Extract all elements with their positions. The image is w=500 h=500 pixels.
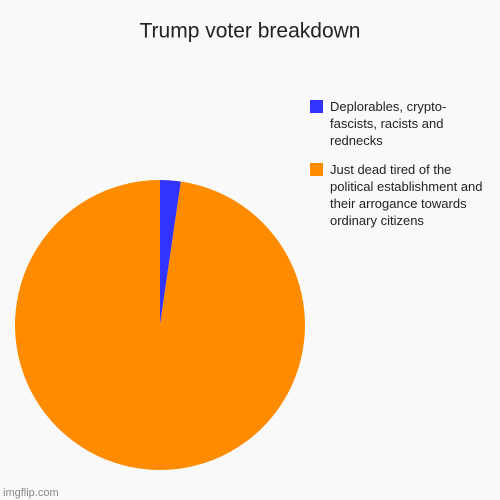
legend-item: Just dead tired of the political establi…: [310, 161, 492, 229]
watermark: imgflip.com: [3, 487, 59, 499]
legend-label: Just dead tired of the political establi…: [330, 162, 483, 228]
legend: Deplorables, crypto-fascists, racists an…: [310, 98, 492, 241]
pie-slice: [14, 180, 305, 470]
legend-label: Deplorables, crypto-fascists, racists an…: [330, 99, 447, 148]
legend-swatch: [310, 163, 323, 176]
pie-slice: [160, 180, 181, 325]
chart-title: Trump voter breakdown: [140, 20, 361, 43]
legend-item: Deplorables, crypto-fascists, racists an…: [310, 98, 492, 149]
legend-swatch: [310, 100, 323, 113]
